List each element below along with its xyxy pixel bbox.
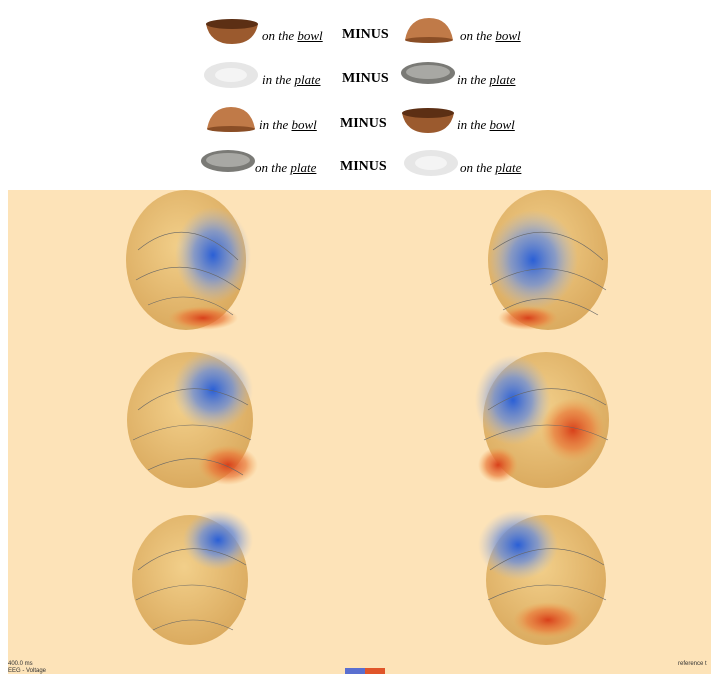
preposition: in the xyxy=(259,117,289,132)
head xyxy=(127,350,258,488)
preposition: in the xyxy=(457,117,487,132)
preposition: on the xyxy=(460,160,493,175)
condition-right: on the bowl xyxy=(460,28,521,44)
bowl-icon xyxy=(402,108,454,133)
preposition: on the xyxy=(262,28,295,43)
condition-left: in the bowl xyxy=(259,117,317,133)
measure-label: EEG - Voltage xyxy=(8,668,47,674)
condition-right: in the plate xyxy=(457,72,516,88)
color-bar xyxy=(365,668,385,674)
head xyxy=(126,190,251,330)
topography-panel: 400.0 ms EEG - Voltage reference t xyxy=(8,190,711,674)
condition-left: in the plate xyxy=(262,72,321,88)
noun: plate xyxy=(294,72,321,87)
bowl-icon xyxy=(207,107,255,132)
condition-row: in the bowl MINUS in the bowl xyxy=(0,103,711,143)
condition-right: on the plate xyxy=(460,160,521,176)
plate-icon xyxy=(401,62,455,84)
plate-icon xyxy=(404,150,458,176)
preposition: in the xyxy=(457,72,487,87)
condition-left: on the bowl xyxy=(262,28,323,44)
noun: bowl xyxy=(495,28,521,43)
condition-right: in the bowl xyxy=(457,117,515,133)
preposition: on the xyxy=(460,28,493,43)
preposition: on the xyxy=(255,160,288,175)
operator: MINUS xyxy=(342,27,389,42)
condition-row: on the bowl MINUS on the bowl xyxy=(0,14,711,54)
condition-left: on the plate xyxy=(255,160,316,176)
head xyxy=(132,510,253,645)
operator: MINUS xyxy=(342,71,389,86)
time-label: 400.0 ms xyxy=(8,661,33,667)
bowl-icon xyxy=(206,19,258,44)
reference-label: reference t xyxy=(678,661,707,667)
head-maps xyxy=(126,190,609,674)
preposition: in the xyxy=(262,72,292,87)
condition-row: in the plate MINUS in the plate xyxy=(0,58,711,98)
noun: plate xyxy=(495,160,522,175)
noun: plate xyxy=(489,72,516,87)
bowl-icon xyxy=(405,18,453,43)
operator: MINUS xyxy=(340,159,387,174)
noun: bowl xyxy=(291,117,317,132)
condition-row: on the plate MINUS on the plate xyxy=(0,146,711,186)
head xyxy=(478,510,607,645)
noun: bowl xyxy=(297,28,323,43)
plate-icon xyxy=(201,150,255,172)
noun: plate xyxy=(290,160,317,175)
head xyxy=(488,190,608,330)
noun: bowl xyxy=(489,117,515,132)
plate-icon xyxy=(204,62,258,88)
operator: MINUS xyxy=(340,116,387,131)
head xyxy=(475,352,609,488)
